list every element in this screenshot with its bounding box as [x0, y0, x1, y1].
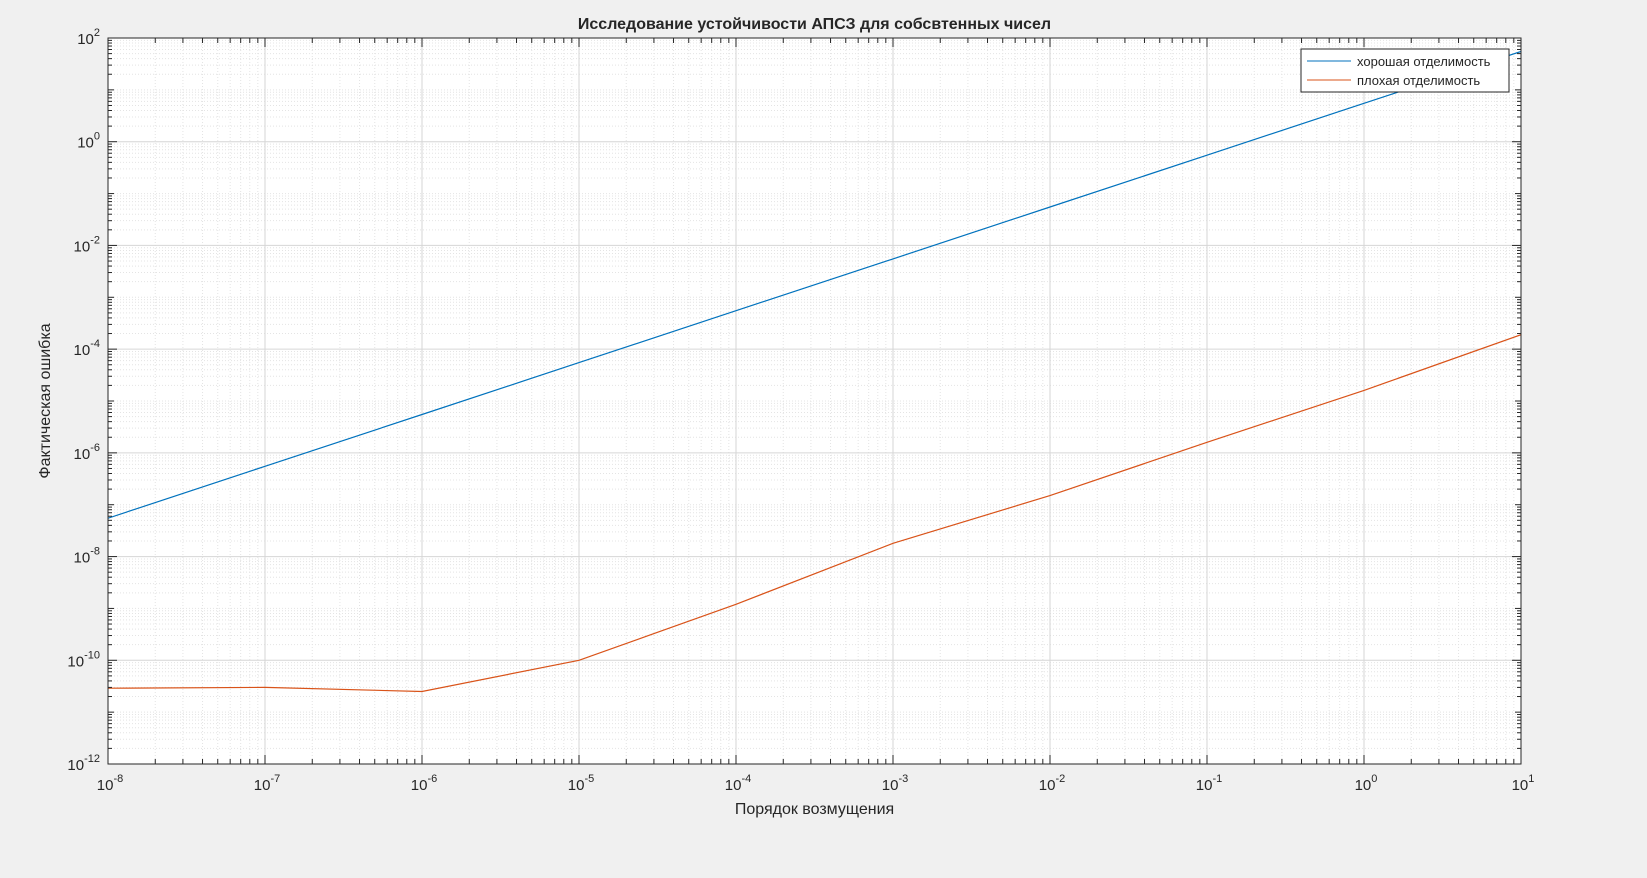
y-tick-exponent: 2	[94, 27, 100, 39]
y-tick-exponent: -8	[90, 546, 100, 558]
y-tick-base: 10	[67, 757, 84, 774]
x-tick-base: 10	[1039, 777, 1056, 794]
x-tick-label: 100	[1355, 773, 1378, 794]
x-tick-base: 10	[1512, 777, 1529, 794]
x-tick-base: 10	[1355, 777, 1372, 794]
y-tick-exponent: -6	[90, 442, 100, 454]
y-tick-label: 102	[77, 27, 100, 48]
legend[interactable]: хорошая отделимость плохая отделимость	[1300, 48, 1510, 93]
y-tick-exponent: -10	[84, 649, 100, 661]
x-tick-base: 10	[97, 777, 114, 794]
x-tick-base: 10	[411, 777, 428, 794]
y-tick-base: 10	[67, 653, 84, 670]
plot-area	[108, 50, 1521, 693]
y-tick-base: 10	[77, 135, 94, 152]
x-tick-label: 10-3	[882, 773, 908, 794]
legend-box	[1300, 48, 1510, 93]
x-tick-base: 10	[1196, 777, 1213, 794]
x-tick-exponent: -6	[427, 773, 437, 785]
x-tick-label: 10-1	[1196, 773, 1222, 794]
x-tick-base: 10	[882, 777, 899, 794]
x-tick-base: 10	[568, 777, 585, 794]
x-tick-labels: 10-8 10-7 10-6 10-5 10-4 10-3 10-2 10-1 100 101	[97, 773, 1535, 794]
x-tick-exponent: -4	[741, 773, 751, 785]
minor-grid	[108, 38, 1521, 764]
x-tick-exponent: -7	[270, 773, 280, 785]
x-tick-label: 10-7	[254, 773, 280, 794]
x-tick-exponent: -1	[1212, 773, 1222, 785]
y-tick-base: 10	[74, 446, 91, 463]
y-tick-label: 100	[77, 131, 100, 152]
y-tick-base: 10	[74, 342, 91, 359]
y-tick-label: 10-8	[74, 546, 100, 567]
x-tick-label: 10-5	[568, 773, 594, 794]
legend-label-good: хорошая отделимость	[1357, 54, 1491, 69]
x-tick-label: 10-8	[97, 773, 123, 794]
y-tick-exponent: 0	[94, 131, 100, 143]
x-tick-base: 10	[725, 777, 742, 794]
x-tick-exponent: -5	[584, 773, 594, 785]
series-line-0	[108, 50, 1521, 519]
x-tick-exponent: -2	[1055, 773, 1065, 785]
y-tick-base: 10	[77, 31, 94, 48]
y-tick-exponent: -2	[90, 234, 100, 246]
series-line-1	[108, 334, 1521, 693]
x-tick-exponent: -3	[898, 773, 908, 785]
y-tick-label: 10-2	[74, 234, 100, 255]
chart-title: Исследование устойчивости АПСЗ для собсв…	[578, 16, 1051, 33]
tick-marks	[107, 37, 1522, 765]
x-axis-label: Порядок возмущения	[735, 801, 894, 818]
y-axis-label: Фактическая ошибка	[37, 323, 54, 478]
y-tick-label: 10-6	[74, 442, 100, 463]
y-tick-label: 10-10	[67, 649, 100, 670]
y-tick-exponent: -4	[90, 338, 100, 350]
x-tick-exponent: 0	[1371, 773, 1377, 785]
legend-label-bad: плохая отделимость	[1357, 73, 1480, 88]
x-tick-label: 10-2	[1039, 773, 1065, 794]
axes-background	[108, 38, 1521, 764]
x-tick-label: 10-4	[725, 773, 751, 794]
x-tick-base: 10	[254, 777, 271, 794]
y-tick-base: 10	[74, 550, 91, 567]
y-tick-base: 10	[74, 238, 91, 255]
x-tick-label: 101	[1512, 773, 1535, 794]
y-tick-label: 10-4	[74, 338, 100, 359]
x-tick-exponent: -8	[113, 773, 123, 785]
x-tick-exponent: 1	[1528, 773, 1534, 785]
x-tick-label: 10-6	[411, 773, 437, 794]
y-tick-exponent: -12	[84, 753, 100, 765]
y-tick-label: 10-12	[67, 753, 100, 774]
